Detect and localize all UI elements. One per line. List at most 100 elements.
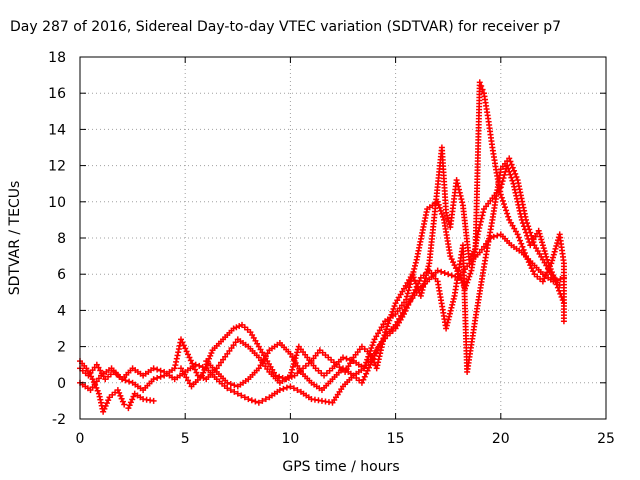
trail-marker	[294, 387, 301, 394]
trail-marker	[432, 275, 439, 282]
trail-marker	[202, 364, 209, 371]
trail-marker	[412, 262, 419, 269]
data-point	[283, 376, 290, 383]
trail-marker	[347, 370, 354, 377]
trail-marker	[480, 209, 487, 216]
trail-marker	[290, 356, 297, 363]
trail-marker	[448, 272, 455, 279]
trail-marker	[233, 324, 240, 331]
trail-marker	[289, 363, 296, 370]
trail-marker	[369, 342, 376, 349]
trail-marker	[190, 363, 197, 370]
trail-marker	[543, 253, 550, 260]
trail-marker	[553, 242, 560, 249]
trail-marker	[506, 240, 513, 247]
trail-marker	[376, 327, 383, 334]
trail-marker	[285, 348, 292, 355]
trail-marker	[211, 374, 218, 381]
trail-marker	[490, 233, 497, 240]
trail-marker	[405, 287, 412, 294]
trail-marker	[289, 353, 296, 360]
trail-marker	[236, 323, 243, 330]
y-tick-label: 18	[48, 50, 66, 66]
trail-marker	[450, 295, 457, 302]
trail-marker	[549, 254, 556, 261]
trail-marker	[378, 324, 385, 331]
trail-marker	[137, 394, 144, 401]
trail-marker	[455, 270, 462, 277]
trail-marker	[261, 356, 268, 363]
trail-marker	[222, 377, 229, 384]
trail-marker	[432, 205, 439, 212]
data-point	[234, 390, 241, 397]
trail-marker	[127, 399, 134, 406]
trail-marker	[560, 315, 567, 322]
trail-marker	[363, 359, 370, 366]
y-tick-label: 8	[57, 231, 66, 247]
trail-marker	[179, 339, 186, 346]
trail-marker	[241, 394, 248, 401]
trail-marker	[448, 256, 455, 263]
y-tick-label: 0	[57, 376, 66, 392]
trail-marker	[513, 173, 520, 180]
trail-marker	[425, 263, 432, 270]
trail-marker	[253, 352, 260, 359]
trail-marker	[403, 304, 410, 311]
trail-marker	[208, 350, 215, 357]
trail-marker	[363, 370, 370, 377]
trail-marker	[264, 366, 271, 373]
data-point	[445, 271, 452, 278]
x-tick-label: 0	[76, 431, 85, 447]
trail-marker	[385, 320, 392, 327]
trail-marker	[488, 220, 495, 227]
trail-marker	[228, 327, 235, 334]
trail-marker	[279, 374, 286, 381]
trail-marker	[540, 245, 547, 252]
trail-marker	[423, 209, 430, 216]
trail-marker	[186, 380, 193, 387]
trail-marker	[541, 248, 548, 255]
trail-marker	[292, 359, 299, 366]
trail-marker	[442, 206, 449, 213]
trail-marker	[479, 86, 486, 93]
trail-marker	[530, 268, 537, 275]
chart-title: Day 287 of 2016, Sidereal Day-to-day VTE…	[10, 19, 562, 35]
trail-marker	[479, 212, 486, 219]
trail-marker	[257, 362, 264, 369]
trail-marker	[325, 399, 332, 406]
trail-marker	[117, 392, 124, 399]
trail-marker	[242, 341, 249, 348]
trail-marker	[402, 308, 409, 315]
trail-marker	[200, 369, 207, 376]
trail-marker	[450, 259, 457, 266]
trail-marker	[180, 342, 187, 349]
x-tick-label: 5	[181, 431, 190, 447]
x-tick-label: 20	[492, 431, 510, 447]
trail-marker	[512, 170, 519, 177]
trail-marker	[537, 233, 544, 240]
trail-marker	[511, 167, 518, 174]
trail-marker	[420, 284, 427, 291]
trail-marker	[474, 251, 481, 258]
trail-marker	[383, 326, 390, 333]
trail-marker	[137, 370, 144, 377]
trail-marker	[518, 240, 525, 247]
trail-marker	[157, 373, 164, 380]
trail-marker	[441, 269, 448, 276]
trail-marker	[193, 369, 200, 376]
data-point	[548, 260, 555, 267]
trail-marker	[361, 373, 368, 380]
trail-marker	[517, 237, 524, 244]
trail-marker	[438, 210, 445, 217]
trail-marker	[290, 385, 297, 392]
trail-marker	[549, 257, 556, 264]
trail-marker	[399, 313, 406, 320]
trail-marker	[386, 317, 393, 324]
trail-marker	[542, 272, 549, 279]
trail-marker	[497, 169, 504, 176]
trail-marker	[182, 345, 189, 352]
trail-marker	[94, 387, 101, 394]
trail-marker	[528, 265, 535, 272]
trail-marker	[541, 275, 548, 282]
